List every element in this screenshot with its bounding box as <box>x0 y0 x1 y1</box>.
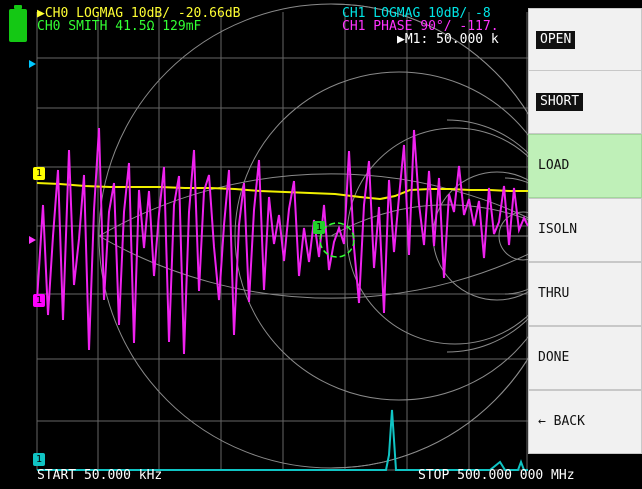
green-smith-trace <box>319 222 355 258</box>
open-button-label: OPEN <box>536 31 576 49</box>
calibration-menu: OPEN SHORT LOAD ISOLN THRU DONE ← BACK <box>528 0 642 489</box>
load-button-label: LOAD <box>538 158 570 173</box>
back-button[interactable]: ← BACK <box>528 390 642 454</box>
thru-button-label: THRU <box>538 286 570 301</box>
done-button-label: DONE <box>538 350 570 365</box>
cyan-trace <box>37 409 528 471</box>
smith-grid <box>98 3 564 469</box>
open-button[interactable]: OPEN <box>528 8 642 72</box>
ref-level-cyan-marker-icon <box>29 60 36 68</box>
back-button-content: ← BACK <box>538 415 585 429</box>
short-button[interactable]: SHORT <box>528 70 642 134</box>
short-button-label: SHORT <box>536 93 584 111</box>
load-button[interactable]: LOAD <box>528 134 642 198</box>
ref-level-magenta-marker-icon <box>29 236 36 244</box>
thru-button[interactable]: THRU <box>528 262 642 326</box>
done-button[interactable]: DONE <box>528 326 642 390</box>
isoln-button[interactable]: ISOLN <box>528 198 642 262</box>
isoln-button-label: ISOLN <box>538 222 578 237</box>
back-button-label: ← BACK <box>538 414 585 429</box>
magenta-trace <box>36 127 529 355</box>
